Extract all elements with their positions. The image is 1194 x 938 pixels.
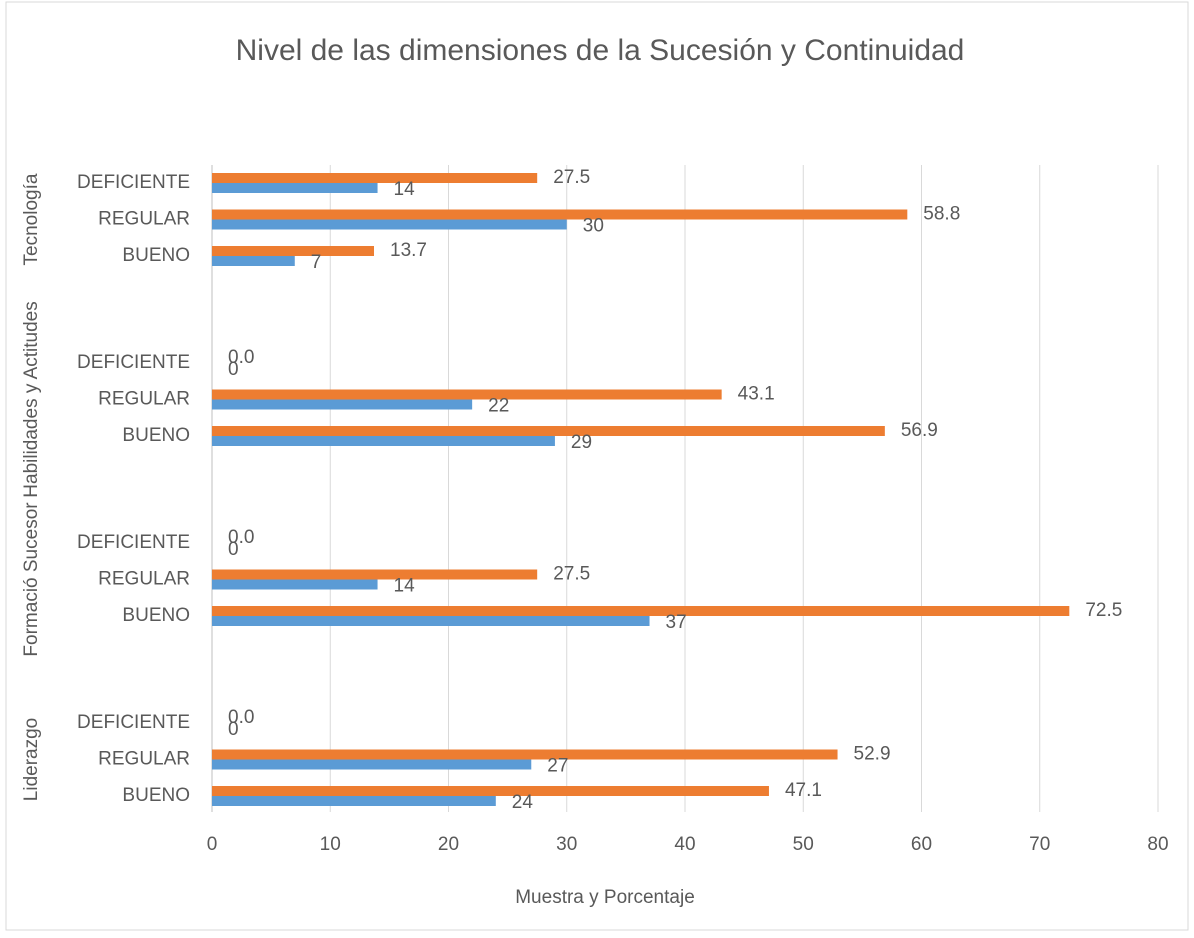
y-tick-label: REGULAR (98, 569, 190, 590)
bar (212, 173, 538, 183)
bar (212, 183, 378, 193)
bar (212, 209, 908, 220)
x-tick-label: 30 (556, 834, 577, 855)
data-label: 30 (583, 216, 604, 237)
chart-frame (5, 1, 1189, 931)
data-label: 52.9 (854, 744, 891, 765)
bar (212, 569, 538, 580)
y-tick-label: BUENO (122, 785, 190, 806)
bar (212, 246, 375, 256)
chart-title: Nivel de las dimensiones de la Sucesión … (236, 34, 965, 67)
y-tick-label: BUENO (122, 425, 190, 446)
data-label: 27.5 (553, 564, 590, 585)
y-tick-label: DEFICIENTE (77, 172, 190, 193)
bar (212, 796, 496, 806)
data-label: 43.1 (738, 384, 775, 405)
bar (212, 786, 769, 796)
bar (212, 399, 473, 410)
bar (212, 579, 378, 590)
y-tick-label: REGULAR (98, 389, 190, 410)
x-tick-label: 50 (793, 834, 814, 855)
data-label: 27.5 (553, 167, 590, 188)
data-label: 13.7 (390, 240, 427, 261)
bar (212, 219, 567, 230)
data-label: 72.5 (1085, 600, 1122, 621)
data-label: 37 (666, 612, 687, 633)
y-tick-label: REGULAR (98, 209, 190, 230)
x-axis-title: Muestra y Porcentaje (515, 887, 695, 908)
y-tick-label: DEFICIENTE (77, 532, 190, 553)
bar (212, 616, 650, 626)
x-tick-label: 10 (320, 834, 341, 855)
x-tick-label: 0 (207, 834, 218, 855)
data-label: 14 (394, 179, 416, 200)
data-label: 0 (228, 719, 239, 740)
bar (212, 389, 722, 400)
x-tick-label: 80 (1147, 834, 1168, 855)
y-tick-label: DEFICIENTE (77, 712, 190, 733)
group-label: Tecnología (21, 173, 42, 265)
y-tick-label: BUENO (122, 605, 190, 626)
data-label: 22 (488, 396, 509, 417)
y-tick-label: BUENO (122, 245, 190, 266)
data-label: 58.8 (923, 204, 960, 225)
group-label: Formació Sucesor (21, 502, 42, 657)
bar (212, 606, 1070, 616)
data-label: 7 (311, 252, 322, 273)
data-label: 0 (228, 359, 239, 380)
x-tick-label: 60 (911, 834, 932, 855)
x-tick-label: 70 (1029, 834, 1050, 855)
data-label: 29 (571, 432, 592, 453)
data-label: 27 (547, 756, 568, 777)
bar (212, 256, 295, 266)
data-label: 0.0 (228, 707, 254, 728)
data-label: 0.0 (228, 347, 254, 368)
data-label: 56.9 (901, 420, 938, 441)
x-tick-label: 20 (438, 834, 459, 855)
group-label: Habilidades y Actitudes (21, 301, 42, 497)
group-label: Liderazgo (21, 718, 42, 801)
bar (212, 759, 532, 770)
data-label: 47.1 (785, 780, 822, 801)
data-label: 0 (228, 539, 239, 560)
y-tick-label: DEFICIENTE (77, 352, 190, 373)
bar (212, 749, 838, 760)
bar (212, 426, 885, 436)
bar (212, 436, 555, 446)
data-label: 24 (512, 792, 534, 813)
data-label: 14 (394, 576, 416, 597)
y-tick-label: REGULAR (98, 749, 190, 770)
x-tick-label: 40 (674, 834, 695, 855)
data-label: 0.0 (228, 527, 254, 548)
